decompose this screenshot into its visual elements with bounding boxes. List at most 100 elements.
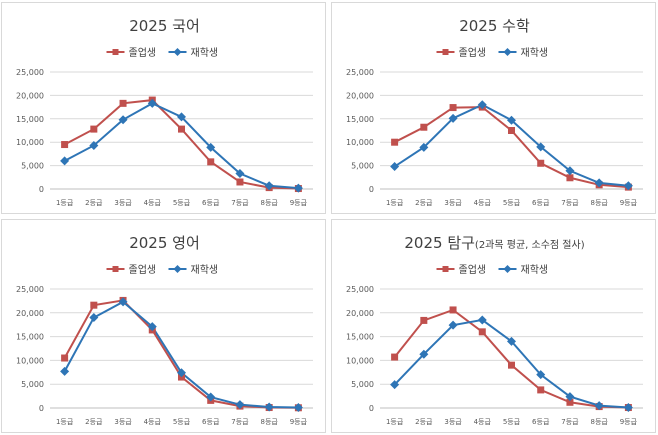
- y-tick-label: 15,000: [346, 333, 374, 342]
- y-tick-label: 25,000: [16, 285, 44, 294]
- data-point-student: [235, 400, 245, 410]
- data-point-student: [60, 366, 70, 376]
- chart-title: 2025 영어: [129, 234, 200, 252]
- data-point-graduate: [61, 141, 69, 149]
- legend-diamond-marker: [503, 48, 512, 56]
- series-line-student: [63, 300, 299, 409]
- data-point-graduate: [119, 99, 127, 107]
- x-tick-label: 2등급: [415, 418, 433, 426]
- data-point-student: [477, 315, 487, 325]
- data-point-student: [264, 181, 274, 191]
- data-point-graduate: [537, 386, 545, 394]
- y-tick-label: 0: [39, 185, 44, 194]
- legend-diamond-marker: [503, 265, 512, 273]
- data-point-student: [293, 403, 303, 413]
- x-tick-label: 4등급: [474, 199, 492, 207]
- y-tick-label: 20,000: [16, 309, 44, 318]
- y-tick-label: 25,000: [16, 68, 44, 77]
- x-tick-label: 3등급: [444, 199, 462, 207]
- x-tick-label: 9등급: [620, 199, 638, 207]
- data-point-student: [594, 178, 604, 188]
- data-point-student: [206, 392, 216, 402]
- x-tick-label: 1등급: [56, 418, 74, 426]
- chart-panel-math: 2025 수학 졸업생 재학생 0 5,000 10,000 15,000 20,000 25,…: [331, 2, 656, 214]
- y-tick-label: 15,000: [16, 333, 44, 342]
- x-tick-label: 6등급: [202, 418, 220, 426]
- x-tick-label: 9등급: [290, 199, 308, 207]
- data-point-graduate: [236, 178, 244, 186]
- data-point-student: [264, 402, 274, 412]
- data-point-student: [565, 166, 575, 176]
- data-point-graduate: [61, 354, 69, 362]
- series-line-graduate: [393, 308, 629, 409]
- data-point-graduate: [537, 159, 545, 167]
- legend-label: 재학생: [521, 47, 549, 59]
- legend-label: 재학생: [191, 264, 219, 276]
- y-tick-label: 25,000: [346, 68, 374, 77]
- legend-label: 졸업생: [459, 263, 487, 276]
- legend-diamond-marker: [173, 48, 182, 56]
- chart-title: 2025 수학: [459, 17, 530, 35]
- y-tick-label: 0: [369, 185, 374, 194]
- data-point-student: [293, 183, 303, 193]
- data-point-student: [206, 142, 216, 152]
- chart-panel-korean: 2025 국어 졸업생 재학생 0 5,000 10,000 15,000 20,000 25,…: [1, 2, 326, 214]
- x-tick-label: 7등급: [561, 199, 579, 207]
- data-point-student: [147, 98, 157, 108]
- data-point-student: [390, 162, 400, 172]
- x-tick-label: 5등급: [503, 199, 521, 207]
- data-point-graduate: [391, 138, 399, 146]
- y-tick-label: 10,000: [16, 356, 44, 365]
- data-point-graduate: [449, 104, 457, 112]
- x-tick-label: 3등급: [444, 418, 462, 426]
- x-tick-label: 5등급: [503, 418, 521, 426]
- chart-panel-inquiry: 2025 탐구(2과목 평균, 소수점 절사) 졸업생 재학생 0 5,000 10,00…: [331, 219, 656, 433]
- data-point-student: [118, 115, 128, 125]
- data-point-student: [89, 140, 99, 150]
- data-point-student: [177, 368, 186, 378]
- x-tick-label: 8등급: [590, 199, 608, 207]
- data-point-student: [477, 100, 487, 110]
- data-point-graduate: [478, 328, 486, 336]
- x-tick-label: 3등급: [114, 199, 132, 207]
- data-point-student: [565, 392, 575, 402]
- data-point-student: [390, 380, 400, 390]
- x-tick-label: 7등급: [231, 199, 249, 207]
- x-tick-label: 2등급: [85, 418, 103, 426]
- data-point-student: [60, 156, 70, 166]
- y-tick-label: 5,000: [21, 380, 44, 389]
- data-point-graduate: [420, 316, 428, 324]
- legend-item-graduate: 졸업생: [436, 263, 487, 276]
- y-tick-label: 25,000: [346, 285, 374, 294]
- legend-item-graduate: 졸업생: [436, 46, 486, 59]
- y-tick-label: 15,000: [16, 115, 44, 124]
- legend-item-student: 재학생: [498, 264, 548, 276]
- y-tick-label: 5,000: [21, 162, 44, 171]
- data-point-graduate: [391, 353, 399, 361]
- x-tick-label: 7등급: [561, 418, 579, 426]
- data-point-graduate: [449, 306, 457, 314]
- legend-square-marker: [442, 49, 449, 55]
- legend-item-student: 재학생: [168, 264, 219, 276]
- x-tick-label: 3등급: [114, 418, 132, 426]
- legend-square-marker: [112, 266, 119, 272]
- data-point-student: [507, 115, 516, 125]
- data-point-student: [118, 297, 128, 307]
- x-tick-label: 9등급: [620, 418, 638, 426]
- data-point-graduate: [90, 301, 98, 309]
- x-tick-label: 5등급: [173, 418, 191, 426]
- x-tick-label: 6등급: [532, 199, 550, 207]
- data-point-student: [536, 370, 546, 380]
- y-tick-label: 5,000: [351, 162, 374, 171]
- legend-item-graduate: 졸업생: [106, 263, 156, 276]
- data-point-student: [235, 169, 245, 179]
- data-point-graduate: [508, 361, 515, 369]
- y-tick-label: 20,000: [346, 91, 374, 100]
- x-tick-label: 9등급: [290, 418, 308, 426]
- data-point-student: [448, 320, 458, 330]
- legend-label: 졸업생: [129, 46, 157, 59]
- chart-title: 2025 국어: [129, 17, 200, 35]
